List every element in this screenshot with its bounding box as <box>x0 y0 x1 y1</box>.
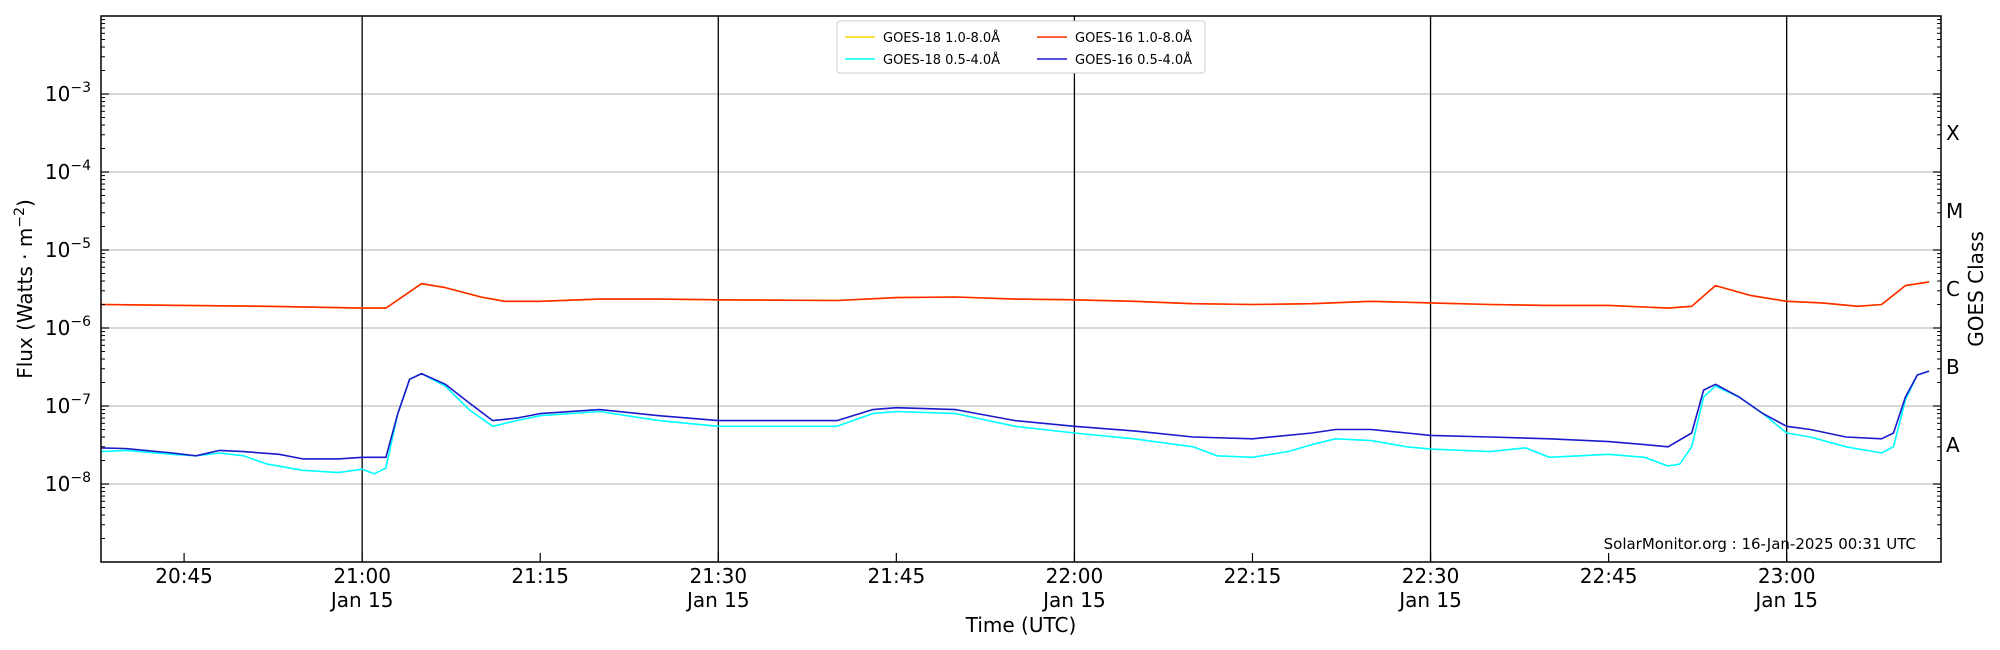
y-axis-ticks: 10−310−410−510−610−710−8 <box>45 19 1941 540</box>
goes-class-label: A <box>1946 433 1960 457</box>
y-tick-label: 10−7 <box>45 392 91 418</box>
x-axis-title: Time (UTC) <box>965 613 1077 637</box>
plot-frame <box>100 15 1942 563</box>
y-tick-base: 10 <box>45 82 70 106</box>
x-tick-date-label: Jan 15 <box>1753 588 1818 612</box>
y-tick-base: 10 <box>45 160 70 184</box>
goes-class-label: B <box>1946 355 1960 379</box>
horizontal-gridlines <box>101 93 1941 485</box>
x-tick-date-label: Jan 15 <box>1041 588 1106 612</box>
y-tick-exponent: −3 <box>70 80 91 96</box>
y-tick-exponent: −8 <box>70 470 91 486</box>
legend-box <box>836 20 1206 74</box>
goes-class-axis-title: GOES Class <box>1964 231 1988 347</box>
x-tick-date-label: Jan 15 <box>1397 588 1462 612</box>
x-tick-label: 21:45 <box>868 564 926 588</box>
y-tick-base: 10 <box>45 472 70 496</box>
series-line <box>100 370 1930 475</box>
y-tick-label: 10−8 <box>45 470 91 496</box>
series-line <box>100 281 1930 309</box>
goes-class-label: M <box>1946 199 1963 223</box>
y-tick-label: 10−4 <box>45 158 91 184</box>
legend-label: GOES-16 0.5-4.0Å <box>1075 52 1192 68</box>
goes-class-labels: X M C B A <box>1946 121 1963 457</box>
y-tick-exponent: −6 <box>70 314 91 330</box>
legend-label: GOES-18 0.5-4.0Å <box>883 52 1000 68</box>
x-tick-label: 21:30 <box>689 564 747 588</box>
y-axis-title-main: Flux (Watts · m <box>13 228 37 379</box>
x-tick-label: 22:30 <box>1402 564 1460 588</box>
y-tick-base: 10 <box>45 394 70 418</box>
x-tick-label: 22:15 <box>1224 564 1282 588</box>
y-tick-label: 10−3 <box>45 80 91 106</box>
x-tick-date-label: Jan 15 <box>685 588 750 612</box>
y-tick-exponent: −5 <box>70 236 91 252</box>
y-axis-title: Flux (Watts · m−2) <box>12 199 37 379</box>
y-tick-base: 10 <box>45 316 70 340</box>
x-tick-label: 20:45 <box>155 564 213 588</box>
x-tick-date-label: Jan 15 <box>329 588 394 612</box>
legend: GOES-18 1.0-8.0Å GOES-18 0.5-4.0Å GOES-16 … <box>836 20 1206 74</box>
y-tick-base: 10 <box>45 238 70 262</box>
y-axis-title-exponent: −2 <box>12 207 28 228</box>
y-tick-label: 10−6 <box>45 314 91 340</box>
y-tick-label: 10−5 <box>45 236 91 262</box>
y-tick-exponent: −7 <box>70 392 91 408</box>
series-line <box>100 281 1930 309</box>
goes-class-label: X <box>1946 121 1960 145</box>
series-line <box>100 370 1930 460</box>
time-marker-lines <box>361 16 1788 562</box>
x-tick-label: 22:00 <box>1046 564 1104 588</box>
x-tick-label: 23:00 <box>1758 564 1816 588</box>
legend-label: GOES-16 1.0-8.0Å <box>1075 30 1192 46</box>
y-axis-title-close: ) <box>13 199 37 207</box>
y-tick-exponent: −4 <box>70 158 91 174</box>
x-tick-label: 21:00 <box>333 564 391 588</box>
goes-class-label: C <box>1946 277 1960 301</box>
flux-series <box>100 281 1930 475</box>
legend-label: GOES-18 1.0-8.0Å <box>883 30 1000 46</box>
credit-text: SolarMonitor.org : 16-Jan-2025 00:31 UTC <box>1604 535 1916 553</box>
x-tick-label: 21:15 <box>511 564 569 588</box>
x-tick-label: 22:45 <box>1580 564 1638 588</box>
